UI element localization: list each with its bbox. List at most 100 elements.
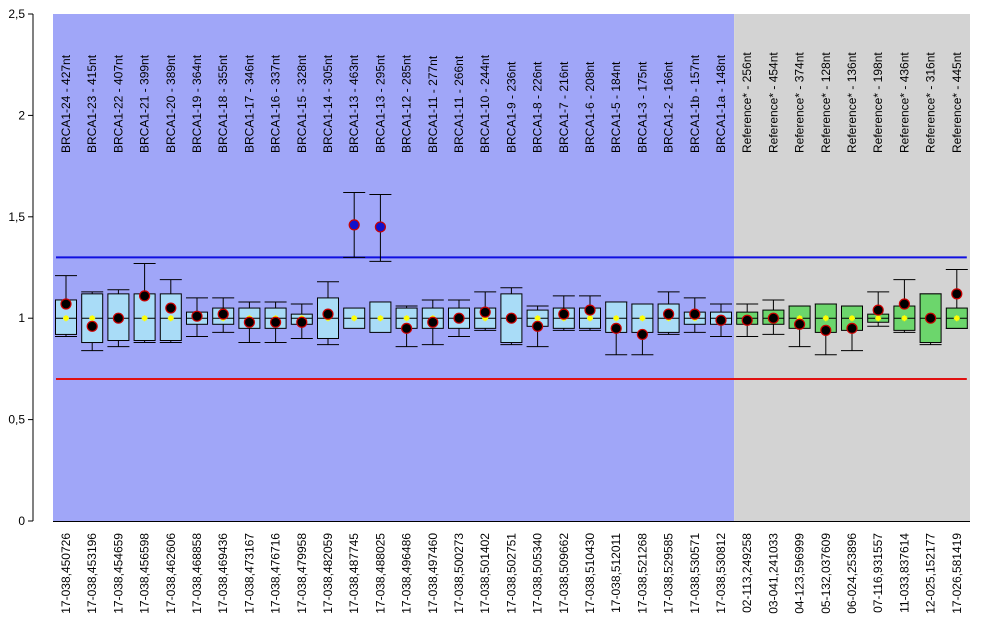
median-marker	[639, 315, 646, 322]
x-tick-label: 04-123,596999	[793, 533, 807, 614]
sample-dot[interactable]	[374, 221, 386, 233]
probe-name-label: BRCA1-5 - 184nt	[609, 61, 623, 153]
median-marker	[822, 315, 829, 322]
sample-dot[interactable]	[401, 322, 413, 334]
x-tick-label: 03-041,241033	[766, 533, 780, 614]
sample-dot[interactable]	[322, 308, 334, 320]
sample-dot[interactable]	[715, 314, 727, 326]
x-tick-label: 17-038,453196	[85, 533, 99, 614]
probe-name-label: Reference* - 136nt	[845, 52, 859, 153]
x-tick-label: 11-033,837614	[897, 533, 911, 613]
sample-dot[interactable]	[689, 308, 701, 320]
sample-dot[interactable]	[191, 310, 203, 322]
x-tick-label: 17-038,487745	[347, 533, 361, 614]
median-marker	[953, 315, 960, 322]
probe-name-label: Reference* - 454nt	[766, 52, 780, 153]
probe-name-label: BRCA1-7 - 216nt	[557, 61, 571, 153]
x-tick-label: 17-038,501402	[478, 533, 492, 614]
median-marker	[351, 315, 358, 322]
x-tick-label: 17-038,454659	[111, 533, 125, 614]
sample-dot[interactable]	[584, 304, 596, 316]
probe-name-label: BRCA1-11 - 277nt	[426, 55, 440, 153]
median-marker	[63, 315, 69, 322]
sample-dot[interactable]	[60, 298, 72, 310]
probe-name-label: BRCA1-10 - 244nt	[478, 54, 492, 153]
probe-region-background	[53, 14, 735, 521]
sample-dot[interactable]	[872, 304, 884, 316]
sample-dot[interactable]	[270, 316, 282, 328]
median-marker	[482, 315, 489, 322]
y-tick-label: 1	[18, 311, 25, 325]
y-tick-label: 0,5	[8, 413, 25, 427]
x-tick-label: 17-026,581419	[950, 533, 964, 614]
sample-dot[interactable]	[112, 312, 125, 324]
y-tick-label: 2,5	[8, 7, 25, 21]
sample-dot[interactable]	[820, 324, 832, 336]
probe-name-label: BRCA1-21 - 399nt	[138, 54, 152, 153]
probe-name-label: Reference* - 256nt	[740, 52, 754, 153]
sample-dot[interactable]	[767, 312, 780, 324]
sample-dot[interactable]	[610, 322, 622, 334]
sample-dot[interactable]	[951, 288, 963, 300]
probe-name-label: BRCA1-6 - 208nt	[583, 61, 597, 153]
median-marker	[167, 315, 174, 322]
sample-dot[interactable]	[662, 308, 675, 320]
x-tick-label: 05-132,037609	[819, 533, 833, 614]
x-tick-label: 17-038,479958	[295, 533, 309, 614]
probe-name-label: BRCA1-18 - 355nt	[216, 54, 230, 153]
sample-dot[interactable]	[139, 290, 151, 302]
probe-name-label: Reference* - 436nt	[897, 52, 911, 153]
x-tick-label: 17-038,468858	[190, 533, 204, 614]
sample-dot[interactable]	[898, 298, 911, 310]
x-tick-label: 17-038,469436	[216, 533, 230, 614]
x-tick-label: 17-038,456598	[138, 533, 152, 614]
probe-name-label: BRCA1-13 - 463nt	[347, 54, 361, 153]
sample-dot[interactable]	[453, 312, 465, 324]
probe-name-label: Reference* - 198nt	[871, 52, 885, 153]
probe-name-label: BRCA1-1b - 157nt	[688, 54, 702, 153]
y-tick-label: 2	[18, 108, 25, 122]
x-tick-label: 17-038,476716	[269, 533, 283, 614]
probe-name-label: Reference* - 316nt	[924, 52, 938, 153]
probe-name-label: BRCA1-13 - 295nt	[373, 54, 387, 153]
x-tick-label: 12-025,152177	[924, 533, 938, 614]
reference-region-background	[734, 14, 970, 521]
x-tick-label: 17-038,502751	[504, 533, 518, 614]
probe-name-label: BRCA1-24 - 427nt	[59, 54, 73, 153]
x-tick-label: 17-038,530571	[688, 533, 702, 614]
sample-dot[interactable]	[217, 308, 229, 320]
median-marker	[875, 315, 882, 322]
probe-name-label: Reference* - 374nt	[793, 52, 807, 153]
x-tick-label: 17-038,488025	[373, 533, 387, 614]
x-tick-label: 17-038,497460	[426, 533, 440, 614]
sample-dot[interactable]	[165, 302, 177, 314]
x-tick-label: 17-038,510430	[583, 533, 597, 614]
x-tick-label: 06-024,253896	[845, 533, 859, 614]
sample-dot[interactable]	[243, 316, 255, 328]
probe-name-label: BRCA1-1a - 148nt	[714, 54, 728, 153]
x-tick-label: 17-038,512011	[609, 533, 623, 613]
sample-dot[interactable]	[427, 316, 439, 328]
sample-dot[interactable]	[479, 306, 491, 318]
sample-dot[interactable]	[348, 219, 360, 231]
sample-dot[interactable]	[86, 320, 98, 332]
x-tick-label: 17-038,529585	[662, 533, 676, 614]
probe-name-label: BRCA1-15 - 328nt	[295, 54, 309, 153]
sample-dot[interactable]	[924, 312, 937, 324]
sample-dot[interactable]	[846, 322, 858, 334]
sample-dot[interactable]	[793, 318, 806, 330]
median-marker	[796, 315, 803, 322]
sample-dot[interactable]	[558, 308, 570, 320]
probe-name-label: Reference* - 445nt	[950, 52, 964, 153]
x-tick-label: 17-038,505340	[531, 533, 545, 614]
sample-dot[interactable]	[296, 316, 308, 328]
sample-dot[interactable]	[505, 312, 517, 324]
probe-name-label: BRCA1-20 - 389nt	[164, 54, 178, 153]
sample-dot[interactable]	[741, 314, 753, 326]
probe-name-label: BRCA1-3 - 175nt	[635, 61, 649, 153]
median-marker	[587, 315, 593, 322]
sample-dot[interactable]	[531, 320, 544, 332]
sample-dot[interactable]	[636, 328, 649, 341]
